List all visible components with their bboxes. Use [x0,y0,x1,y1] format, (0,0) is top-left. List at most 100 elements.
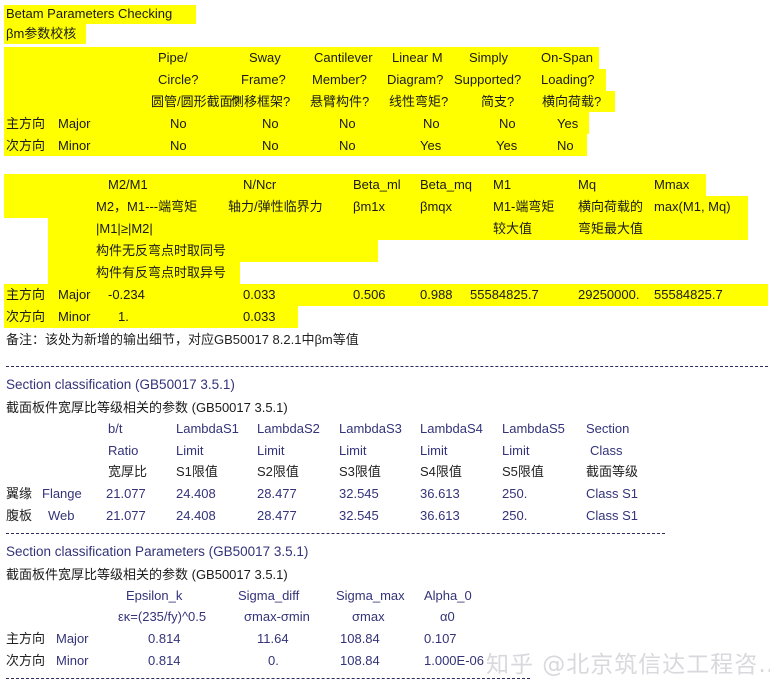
betam-cell: No [499,116,516,131]
betam-cell: No [262,116,279,131]
moment-cell: 55584825.7 [470,287,539,302]
sp-cell: 0.814 [148,653,181,668]
betam-col-header: Supported? [454,72,522,87]
sp-col-sub: σmax [352,609,385,624]
moment-cell: 0.506 [353,287,386,302]
sp-row-label-en: Major [56,631,89,646]
sc-cell: 250. [502,486,528,501]
highlight-block [4,5,196,24]
betam-cell: No [262,138,279,153]
section-divider [6,533,665,534]
betam-cell: No [423,116,440,131]
sc-col-cn: S5限值 [502,464,544,479]
highlight-block [4,134,587,156]
sc-col-cn: 宽厚比 [108,464,148,479]
moment-col-sub: max(M1, Mq) [654,199,731,214]
sc-row-label-cn: 翼缘 [6,486,33,501]
betam-col-header: Frame? [241,72,286,87]
betam-col-header-cn: 线性弯矩? [389,94,449,109]
moment-col-note: |M1|≥|M2| [96,221,153,236]
sc-cell: 21.077 [106,486,146,501]
sp-row-label-cn: 主方向 [6,631,46,646]
betam-col-header-cn: 侧移框架? [231,94,291,109]
sc-cell: 24.408 [176,508,216,523]
sc-col-header: LambdaS4 [420,421,483,436]
sc-cell: 24.408 [176,486,216,501]
betam-cell: No [557,138,574,153]
sp-row-label-cn: 次方向 [6,653,46,668]
highlight-block [4,47,599,69]
moment-col-header: Mq [578,177,597,192]
section-parameters-title-cn: 截面板件宽厚比等级相关的参数 (GB50017 3.5.1) [6,567,288,582]
sc-col-header: b/t [108,421,123,436]
sc-col-header: LambdaS5 [502,421,565,436]
sc-col-cn: S1限值 [176,464,218,479]
sp-col-sub: α0 [440,609,455,624]
betam-col-header: Circle? [158,72,199,87]
betam-cell: No [170,138,187,153]
section-parameters-title-en: Section classification Parameters (GB500… [6,544,309,559]
sp-row-label-en: Minor [56,653,89,668]
moment-cell: 0.033 [243,309,276,324]
betam-col-header: Pipe/ [158,50,188,65]
sc-cell: 28.477 [257,508,297,523]
betam-cell: No [339,138,356,153]
sc-cell: 32.545 [339,486,379,501]
betam-cell: Yes [557,116,579,131]
sc-row-label-en: Web [48,508,75,523]
watermark: 知乎 @北京筑信达工程咨… [486,652,770,678]
highlight-block [4,196,748,218]
highlight-block [4,112,589,134]
moment-col-sub: 横向荷载的 [578,199,644,214]
sc-cell: Class S1 [586,486,639,501]
moment-cell: -0.234 [108,287,145,302]
highlight-block [4,91,615,112]
betam-title-en: Betam Parameters Checking [6,6,173,21]
betam-col-header: Loading? [541,72,595,87]
betam-cell: No [339,116,356,131]
moment-col-sub: M1-端弯矩 [493,199,555,214]
sp-col-header: Alpha_0 [424,588,472,603]
sc-col-sub: Limit [257,443,285,458]
sc-cell: 21.077 [106,508,146,523]
sc-cell: 28.477 [257,486,297,501]
betam-col-header-cn: 圆管/圆形截面? [151,94,240,109]
highlight-block [4,174,706,196]
highlight-block [48,240,378,262]
section-divider [6,366,768,367]
highlight-block [4,306,298,328]
sc-col-sub: Limit [176,443,204,458]
betam-col-header: Linear M [392,50,443,65]
betam-row-label-cn: 主方向 [6,116,46,131]
highlight-block [4,284,768,306]
section-divider [6,678,530,679]
moment-cell: 29250000. [578,287,640,302]
moment-col-note: 较大值 [493,221,533,236]
sp-col-header: Sigma_diff [238,588,300,603]
moment-col-header: N/Ncr [243,177,277,192]
sc-col-cn: S4限值 [420,464,462,479]
sc-col-header: LambdaS1 [176,421,239,436]
betam-cell: Yes [496,138,518,153]
betam-col-header: Simply [469,50,509,65]
sp-cell: 108.84 [340,631,380,646]
moment-row-label-en: Major [58,287,91,302]
betam-cell: No [170,116,187,131]
moment-col-header: Beta_ml [353,177,401,192]
sp-cell: 0.814 [148,631,181,646]
moment-col-header: M2/M1 [108,177,148,192]
sc-col-header: LambdaS3 [339,421,402,436]
moment-col-header: Beta_mq [420,177,473,192]
moment-col-sub: 轴力/弹性临界力 [228,199,323,214]
betam-col-header-cn: 简支? [481,94,515,109]
betam-col-header: On-Span [541,50,594,65]
moment-col-sub: βmqx [420,199,453,214]
highlight-block [4,69,606,91]
sc-col-header: Section [586,421,630,436]
moment-cell: 1. [118,309,129,324]
betam-col-header-cn: 悬臂构件? [310,94,370,109]
moment-col-sub: M2，M1---端弯矩 [96,199,198,214]
moment-cell: 0.033 [243,287,276,302]
betam-row-label-cn: 次方向 [6,138,46,153]
moment-col-header: Mmax [654,177,690,192]
